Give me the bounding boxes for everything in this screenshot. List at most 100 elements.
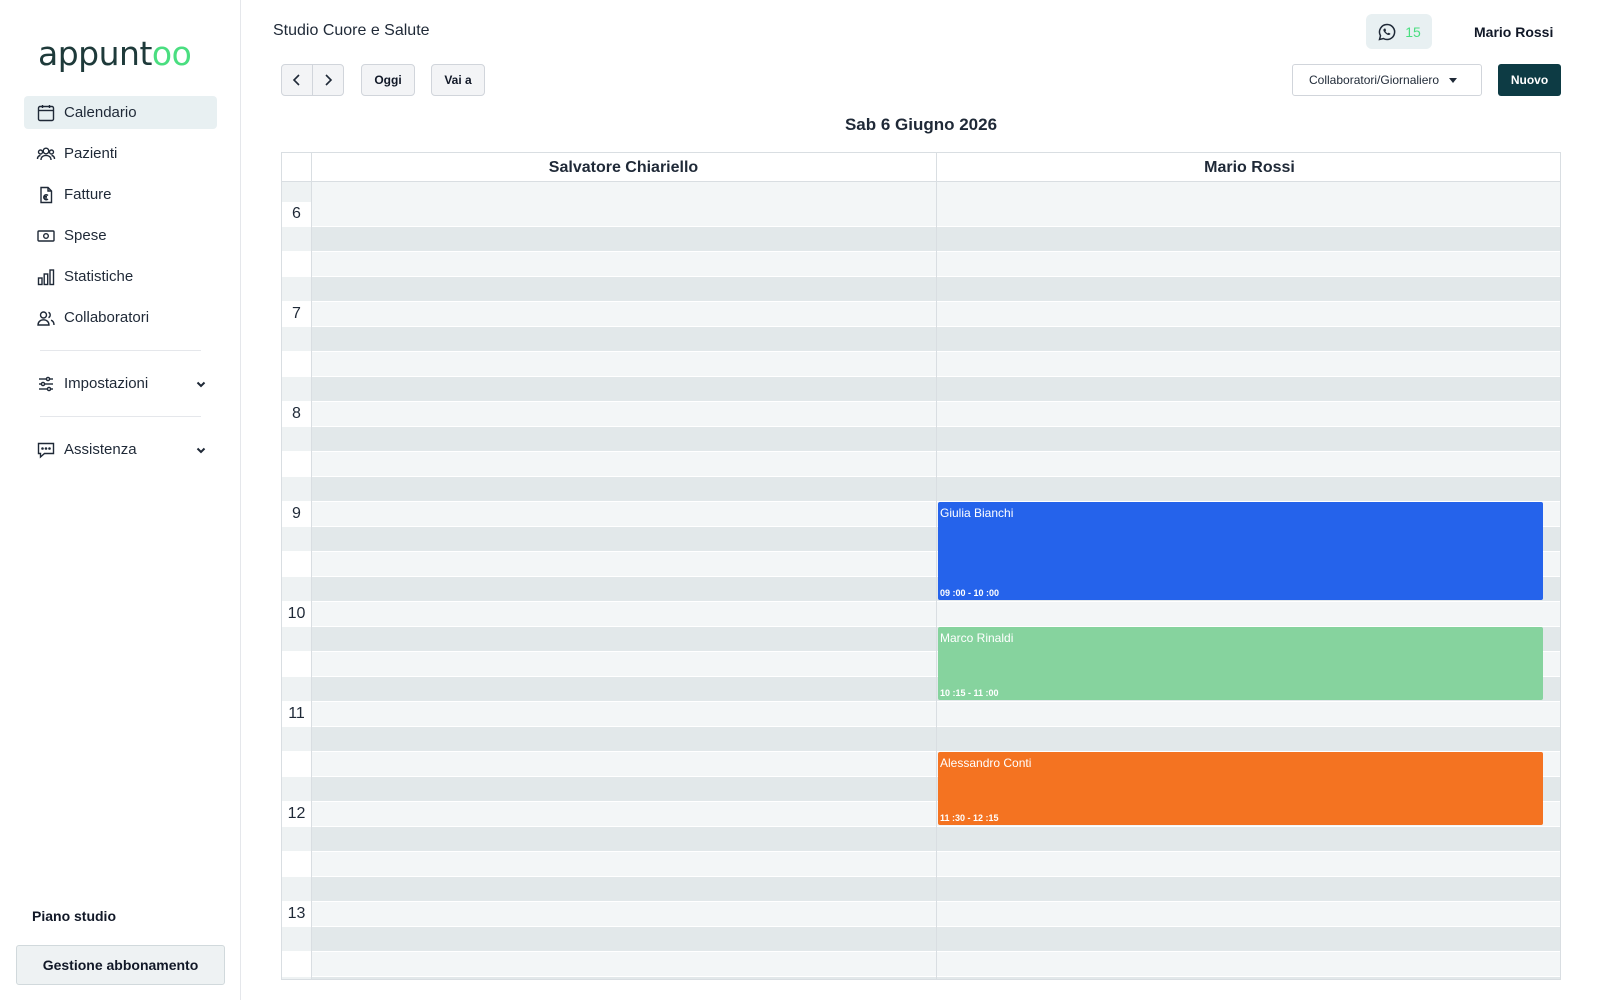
prev-day-button[interactable]	[282, 65, 313, 95]
whatsapp-icon	[1377, 22, 1397, 42]
time-slot[interactable]	[282, 852, 1560, 876]
column-header: Mario Rossi	[1204, 158, 1295, 176]
appointment-event[interactable]: Marco Rinaldi 10 :15 - 11 :00	[938, 627, 1543, 700]
event-patient-name: Alessandro Conti	[940, 756, 1032, 770]
appointment-event[interactable]: Giulia Bianchi 09 :00 - 10 :00	[938, 502, 1543, 600]
time-slot[interactable]	[282, 977, 1560, 979]
calendar-header: Salvatore Chiariello Mario Rossi	[282, 153, 1560, 182]
appuntoo-logo[interactable]: appuntoo	[38, 34, 192, 73]
hour-label: 9	[282, 503, 311, 525]
manage-subscription-button[interactable]: Gestione abbonamento	[16, 945, 225, 985]
caret-down-icon	[1449, 77, 1458, 83]
gutter-cell	[282, 352, 311, 376]
time-slot[interactable]	[282, 277, 1560, 301]
bar-chart-icon	[36, 267, 56, 287]
sidebar-item-collaboratori[interactable]: Collaboratori	[24, 301, 217, 334]
time-slot[interactable]	[282, 452, 1560, 476]
next-day-button[interactable]	[313, 65, 343, 95]
sidebar-item-label: Calendario	[64, 104, 137, 121]
time-slot[interactable]	[282, 602, 1560, 626]
time-slot[interactable]	[282, 227, 1560, 251]
time-slot[interactable]	[282, 902, 1560, 926]
hour-label: 8	[282, 403, 311, 425]
sidebar-item-impostazioni[interactable]: Impostazioni	[24, 367, 217, 400]
goto-button[interactable]: Vai a	[431, 64, 485, 96]
event-time: 10 :15 - 11 :00	[940, 688, 999, 698]
today-button[interactable]: Oggi	[361, 64, 415, 96]
new-appointment-button[interactable]: Nuovo	[1498, 64, 1561, 96]
gutter-cell	[282, 227, 311, 251]
gutter-cell	[282, 727, 311, 751]
sidebar-item-label: Collaboratori	[64, 309, 150, 326]
time-slot[interactable]	[282, 477, 1560, 501]
time-slot[interactable]	[282, 182, 1560, 202]
time-slot[interactable]	[282, 952, 1560, 976]
gutter-cell	[282, 927, 311, 951]
sidebar-item-assistenza[interactable]: Assistenza	[24, 433, 217, 466]
gutter-cell	[282, 627, 311, 651]
time-slot[interactable]	[282, 877, 1560, 901]
time-slot[interactable]	[282, 402, 1560, 426]
nav-divider	[40, 350, 201, 351]
time-slot[interactable]	[282, 927, 1560, 951]
sidebar-item-calendario[interactable]: Calendario	[24, 96, 217, 129]
gutter-cell	[282, 977, 311, 979]
sidebar-item-fatture[interactable]: Fatture	[24, 178, 217, 211]
whatsapp-badge[interactable]: 15	[1366, 14, 1432, 49]
plan-label: Piano studio	[32, 908, 116, 924]
time-slot[interactable]	[282, 352, 1560, 376]
column-header: Salvatore Chiariello	[548, 158, 699, 176]
gutter-divider	[311, 153, 312, 979]
chevron-down-icon	[195, 378, 207, 390]
sidebar-item-label: Impostazioni	[64, 375, 149, 392]
sidebar-item-statistiche[interactable]: Statistiche	[24, 260, 217, 293]
column-divider	[936, 153, 937, 979]
sidebar-item-label: Pazienti	[64, 145, 118, 162]
gutter-cell	[282, 852, 311, 876]
time-slot[interactable]	[282, 252, 1560, 276]
sidebar-item-label: Spese	[64, 227, 107, 244]
collaborators-icon	[36, 308, 56, 328]
chevron-left-icon	[290, 73, 304, 87]
time-slot[interactable]	[282, 202, 1560, 226]
user-menu[interactable]: Mario Rossi	[1474, 24, 1554, 40]
nav-divider	[40, 416, 201, 417]
calendar-body: 6 7 8 9 10 11 12 13 Giulia Bianchi 09 :00 - 10 :0…	[282, 182, 1560, 979]
gutter-cell	[282, 752, 311, 776]
invoice-euro-icon	[36, 185, 56, 205]
chat-support-icon	[36, 440, 56, 460]
hour-label: 13	[282, 903, 311, 925]
sidebar-item-label: Assistenza	[64, 441, 137, 458]
gutter-cell	[282, 777, 311, 801]
sidebar-nav: Calendario Pazienti Fatture Spese Statis…	[24, 96, 217, 474]
sliders-icon	[36, 374, 56, 394]
sidebar-item-label: Fatture	[64, 186, 112, 203]
appointment-event[interactable]: Alessandro Conti 11 :30 - 12 :15	[938, 752, 1543, 825]
gutter-cell	[282, 527, 311, 551]
gutter-cell	[282, 377, 311, 401]
time-slot[interactable]	[282, 327, 1560, 351]
event-patient-name: Marco Rinaldi	[940, 631, 1014, 645]
view-select[interactable]: Collaboratori/Giornaliero	[1292, 64, 1482, 96]
time-slot[interactable]	[282, 427, 1560, 451]
date-nav-group	[281, 64, 344, 96]
gutter-cell	[282, 252, 311, 276]
time-slot[interactable]	[282, 702, 1560, 726]
hour-label: 12	[282, 803, 311, 825]
hour-label: 11	[282, 703, 311, 725]
hour-label: 10	[282, 603, 311, 625]
time-slot[interactable]	[282, 727, 1560, 751]
time-slot[interactable]	[282, 302, 1560, 326]
time-slot[interactable]	[282, 377, 1560, 401]
calendar-date-title: Sab 6 Giugno 2026	[844, 115, 998, 134]
gutter-cell	[282, 452, 311, 476]
users-icon	[36, 144, 56, 164]
time-slot[interactable]	[282, 827, 1560, 851]
gutter-cell	[282, 477, 311, 501]
calendar-icon	[36, 103, 56, 123]
sidebar-item-pazienti[interactable]: Pazienti	[24, 137, 217, 170]
whatsapp-count: 15	[1405, 23, 1421, 40]
gutter-cell	[282, 552, 311, 576]
gutter-cell	[282, 652, 311, 676]
sidebar-item-spese[interactable]: Spese	[24, 219, 217, 252]
